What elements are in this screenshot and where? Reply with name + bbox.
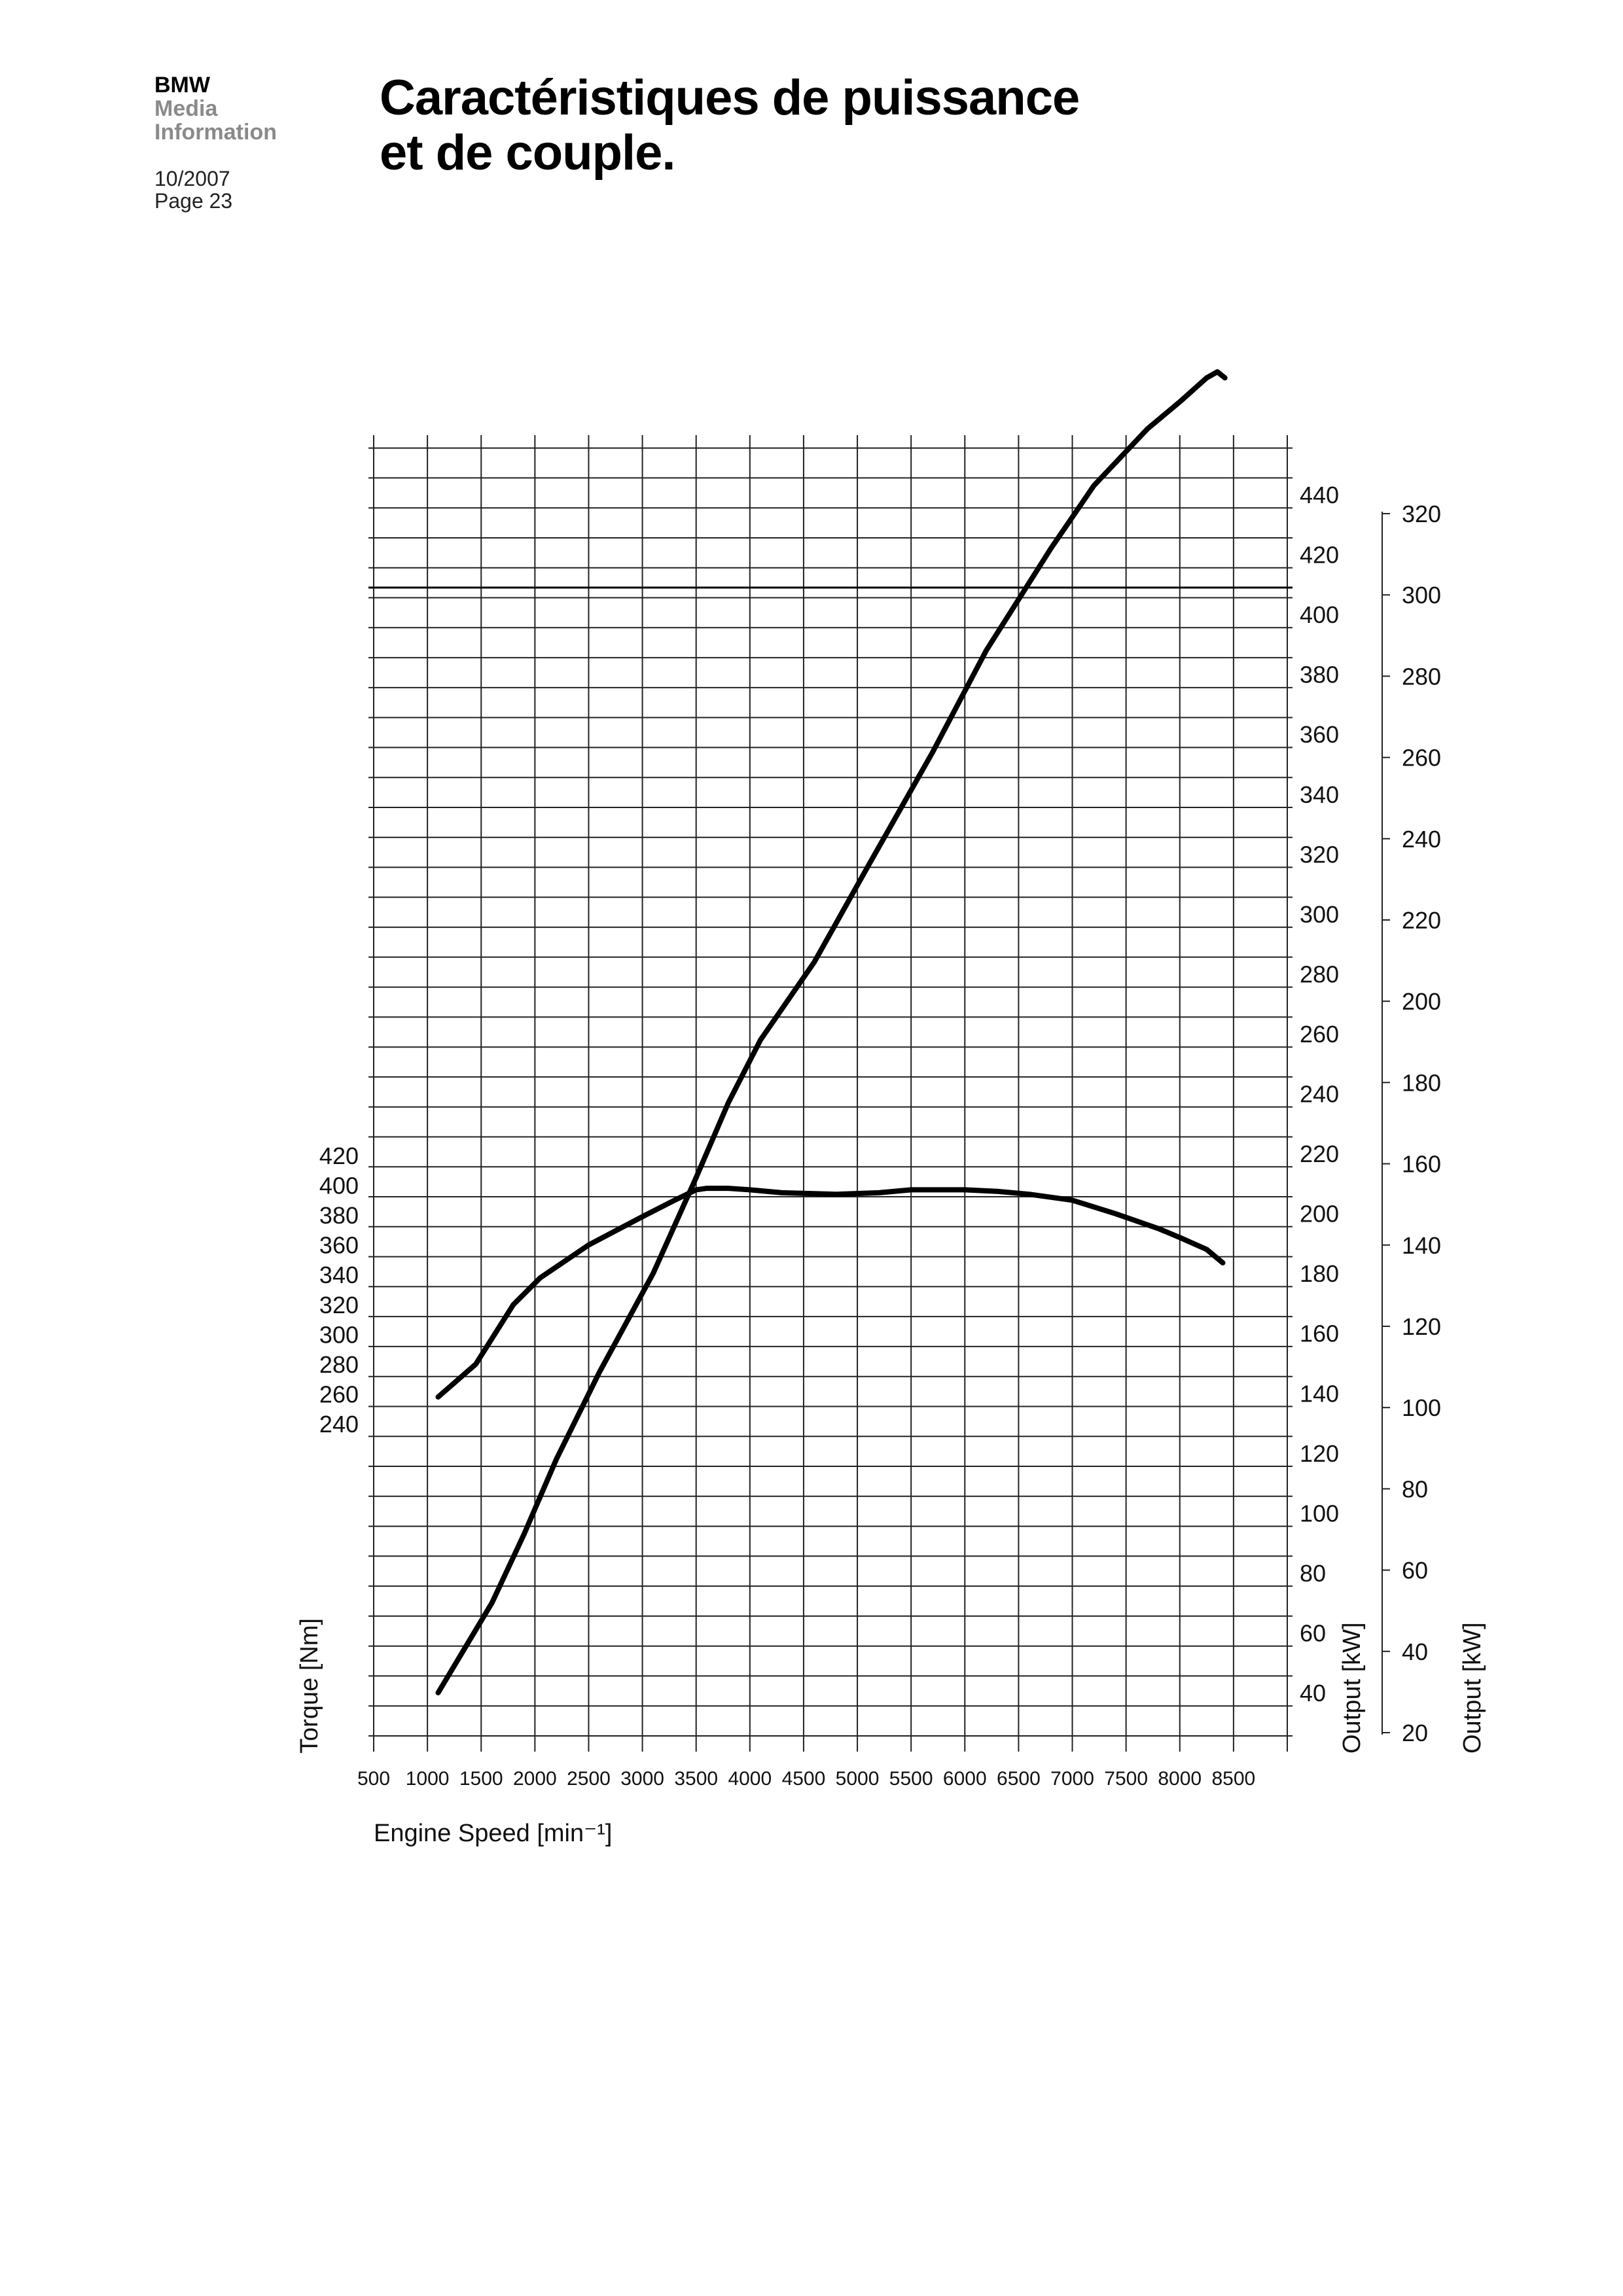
x-tick-label: 6500 (997, 1768, 1041, 1790)
kw-tick-label: 120 (1402, 1313, 1441, 1340)
x-tick-label: 2500 (567, 1768, 611, 1790)
output-tick-label: 140 (1300, 1380, 1339, 1407)
kw-tick-label: 60 (1402, 1557, 1428, 1584)
x-tick-label: 2000 (513, 1768, 557, 1790)
issue-date: 10/2007 (154, 167, 230, 190)
torque-tick-label: 260 (319, 1381, 359, 1407)
output-tick-label: 240 (1300, 1081, 1339, 1108)
brand-label: BMW (154, 73, 210, 97)
output-tick-label: 180 (1300, 1260, 1339, 1287)
x-tick-label: 8500 (1212, 1768, 1256, 1790)
x-tick-label: 1500 (459, 1768, 503, 1790)
output-tick-label: 440 (1300, 482, 1339, 508)
x-axis-label: Engine Speed [min⁻¹] (374, 1820, 612, 1847)
page-title: Caractéristiques de puissance et de coup… (380, 70, 1080, 181)
torque-axis-label: Torque [Nm] (296, 1618, 323, 1754)
kw-tick-label: 260 (1402, 745, 1441, 771)
output-tick-label: 120 (1300, 1440, 1339, 1467)
torque-tick-label: 320 (319, 1292, 359, 1318)
output-tick-label: 360 (1300, 721, 1339, 748)
information-label: Information (154, 120, 277, 145)
torque-tick-label: 340 (319, 1262, 359, 1288)
output-tick-label: 200 (1300, 1201, 1339, 1227)
kw-tick-label: 320 (1402, 501, 1441, 527)
page-number: Page 23 (154, 189, 233, 213)
kw-tick-label: 80 (1402, 1475, 1428, 1502)
kw-tick-label: 100 (1402, 1394, 1441, 1421)
x-tick-label: 7500 (1104, 1768, 1148, 1790)
kw-tick-label: 200 (1402, 988, 1441, 1015)
output-tick-label: 40 (1300, 1680, 1326, 1706)
page-title-line-1: Caractéristiques de puissance (380, 70, 1080, 126)
output-tick-label: 100 (1300, 1500, 1339, 1527)
output-tick-label: 220 (1300, 1140, 1339, 1167)
torque-tick-label: 380 (319, 1202, 359, 1229)
output-tick-label: 420 (1300, 542, 1339, 569)
x-tick-label: 5000 (836, 1768, 880, 1790)
output-tick-label: 320 (1300, 841, 1339, 868)
output-tick-label: 60 (1300, 1619, 1326, 1646)
kw-tick-label: 20 (1402, 1720, 1428, 1746)
torque-tick-label: 240 (319, 1411, 359, 1438)
kw-tick-label: 140 (1402, 1232, 1441, 1259)
x-tick-label: 8000 (1158, 1768, 1202, 1790)
torque-tick-label: 420 (319, 1142, 359, 1169)
x-tick-label: 3000 (620, 1768, 664, 1790)
x-tick-label: 5500 (889, 1768, 933, 1790)
output-tick-label: 380 (1300, 662, 1339, 688)
torque-tick-label: 280 (319, 1351, 359, 1378)
media-label: Media (154, 96, 218, 121)
sidebar: BMW Media Information 10/2007 Page 23 (154, 73, 277, 212)
output-tick-label: 340 (1300, 781, 1339, 808)
output-curve (435, 369, 1228, 1695)
output-tick-label: 400 (1300, 601, 1339, 628)
torque-tick-label: 400 (319, 1173, 359, 1199)
output-tick-label: 280 (1300, 961, 1339, 987)
kw-tick-label: 40 (1402, 1638, 1428, 1665)
x-tick-label: 6000 (943, 1768, 987, 1790)
x-tick-label: 500 (357, 1768, 390, 1790)
output-tick-label: 300 (1300, 901, 1339, 928)
kw-tick-label: 160 (1402, 1151, 1441, 1178)
x-tick-label: 7000 (1050, 1768, 1094, 1790)
kw-tick-label: 180 (1402, 1069, 1441, 1096)
x-tick-label: 4500 (782, 1768, 826, 1790)
kw-tick-label: 280 (1402, 663, 1441, 690)
kw-tick-label: 220 (1402, 907, 1441, 934)
kw-tick-label: 300 (1402, 582, 1441, 609)
x-tick-label: 1000 (406, 1768, 450, 1790)
output-tick-label: 80 (1300, 1560, 1326, 1587)
output-tick-label: 160 (1300, 1320, 1339, 1347)
x-tick-label: 4000 (728, 1768, 772, 1790)
torque-tick-label: 300 (319, 1321, 359, 1348)
x-tick-label: 3500 (674, 1768, 718, 1790)
torque-curve (435, 1186, 1226, 1400)
output-tick-label: 260 (1300, 1021, 1339, 1048)
torque-tick-label: 360 (319, 1232, 359, 1259)
kw-axis-label: Output [kW] (1459, 1622, 1486, 1754)
kw-tick-label: 240 (1402, 826, 1441, 853)
output-axis-label: Output [kW] (1338, 1622, 1366, 1754)
page-title-line-2: et de couple. (380, 125, 676, 181)
